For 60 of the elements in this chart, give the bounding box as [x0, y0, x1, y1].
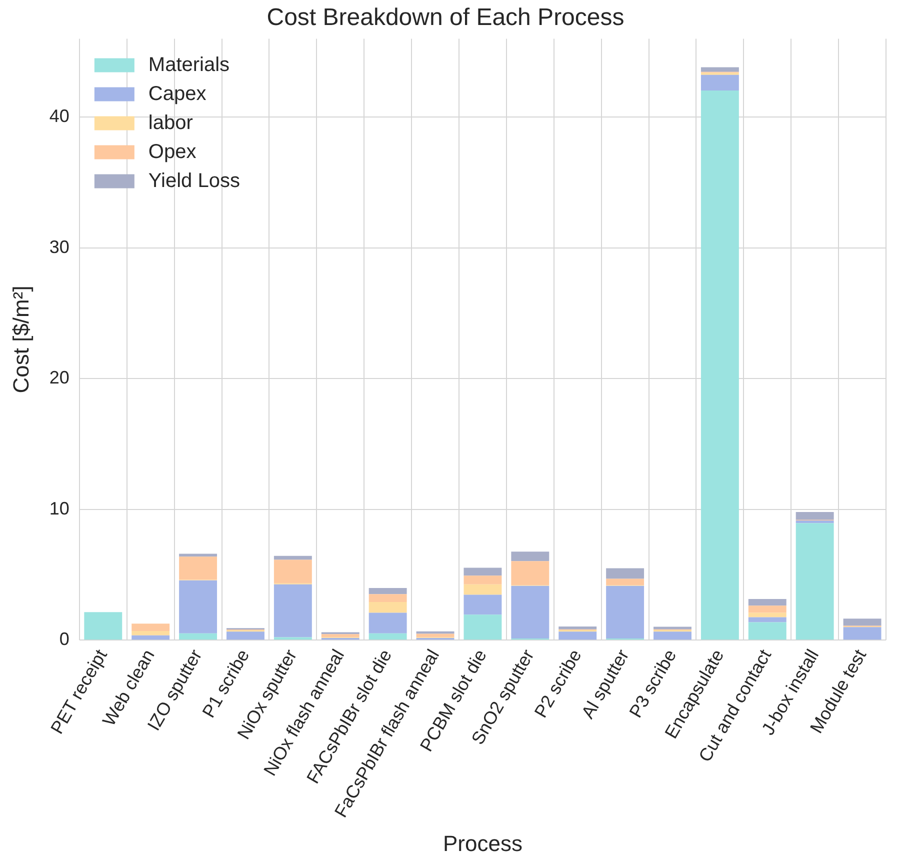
bar	[132, 631, 170, 636]
y-tick-label: 10	[49, 498, 70, 518]
bar	[274, 584, 312, 638]
bar	[796, 512, 834, 520]
bar	[179, 633, 218, 640]
bar	[416, 634, 454, 638]
bar	[700, 74, 739, 90]
bar	[416, 631, 454, 634]
bar	[368, 602, 407, 613]
bar	[179, 580, 218, 634]
bar	[368, 588, 407, 594]
bar	[843, 618, 882, 626]
bar	[558, 632, 597, 640]
y-tick-label: 0	[59, 629, 70, 650]
bar	[511, 552, 550, 562]
x-axis-title: Process	[442, 830, 522, 856]
legend-label: labor	[148, 112, 194, 134]
bar	[179, 556, 218, 580]
bar	[274, 560, 312, 584]
bar	[748, 617, 786, 622]
bar	[748, 606, 786, 613]
bar	[700, 67, 739, 72]
bar	[748, 622, 786, 640]
bar	[464, 614, 502, 640]
bar	[464, 568, 502, 576]
bar	[511, 586, 550, 638]
bar	[464, 594, 502, 615]
bar	[606, 578, 644, 586]
legend-label: Yield Loss	[148, 170, 240, 192]
legend-label: Materials	[148, 54, 230, 76]
bar	[606, 568, 644, 579]
bar	[132, 624, 170, 632]
y-axis-title: Cost [$/m²]	[8, 286, 34, 394]
bar	[368, 612, 407, 634]
bar	[700, 90, 739, 640]
y-tick-label: 30	[49, 236, 70, 257]
bar	[748, 598, 786, 606]
bar	[132, 635, 170, 640]
legend-label: Opex	[148, 140, 196, 163]
legend-label: Capex	[148, 82, 206, 105]
bar	[748, 612, 786, 618]
chart-title: Cost Breakdown of Each Process	[266, 4, 624, 32]
y-tick-label: 20	[49, 368, 70, 388]
bar	[368, 633, 407, 640]
bar	[654, 626, 692, 630]
bar	[606, 586, 644, 638]
bar	[796, 520, 834, 524]
bar	[368, 594, 407, 602]
y-tick-label: 40	[49, 106, 70, 126]
bar	[464, 576, 502, 584]
bar	[511, 561, 550, 586]
bar	[464, 584, 502, 595]
bar	[843, 627, 882, 640]
bar	[84, 612, 122, 640]
bar	[654, 632, 692, 640]
bar	[274, 556, 312, 560]
bar	[558, 626, 597, 630]
bar	[226, 632, 264, 640]
bar	[796, 523, 834, 640]
bar	[321, 634, 360, 638]
